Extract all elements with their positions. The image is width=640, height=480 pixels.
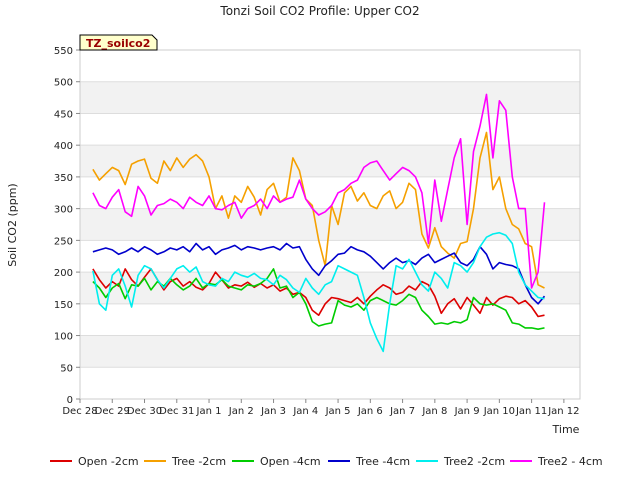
y-tick-label: 450 [54,109,73,120]
grid-band [80,81,580,114]
series-line-tree2-4cm [92,93,546,289]
grid-band [80,335,580,368]
y-tick-label: 500 [54,78,73,89]
x-tick-label: Dec 29 [95,406,130,417]
legend-label: Open -2cm [78,455,139,468]
y-axis: 0 50 100 150 200 250 300 350 400 450 500 550 [54,46,80,406]
legend: Open -2cm Tree -2cm Open -4cm Tree -4cm Tree… [50,455,603,468]
x-tick-label: Jan 8 [421,406,447,417]
legend-label: Tree -2cm [171,455,226,468]
y-tick-label: 350 [54,173,73,184]
x-tick-label: Jan 2 [228,406,254,417]
x-axis-label: Time [552,423,580,436]
y-tick-label: 400 [54,141,73,152]
x-tick-label: Jan 3 [260,406,286,417]
legend-label: Open -4cm [260,455,321,468]
x-tick-label: Jan 6 [357,406,383,417]
grid-band [80,145,580,177]
chart-title: Tonzi Soil CO2 Profile: Upper CO2 [219,4,419,18]
x-tick-label: Jan 11 [515,406,547,417]
y-tick-label: 150 [54,300,73,311]
badge: TZ_soilco2 [79,34,158,51]
x-tick-label: Jan 1 [196,406,222,417]
x-tick-label: Dec 30 [127,406,162,417]
legend-label: Tree -4cm [355,455,410,468]
series-line-tree2-2cm [92,231,545,353]
legend-label: Tree2 -2cm [443,455,505,468]
x-tick-label: Jan 7 [389,406,415,417]
x-tick-label: Jan 12 [547,406,579,417]
legend-label: Tree2 - 4cm [537,455,603,468]
series-line-tree-4cm [92,242,546,305]
y-tick-label: 200 [54,268,73,279]
x-tick-label: Jan 5 [325,406,351,417]
y-tick-label: 100 [54,332,73,343]
badge-label: TZ_soilco2 [86,37,150,50]
y-tick-label: 50 [60,363,73,374]
series-line-tree-2cm [92,131,545,289]
y-axis-label: Soil CO2 (ppm) [6,183,19,266]
x-tick-label: Jan 10 [483,406,515,417]
y-tick-label: 300 [54,205,73,216]
y-tick-label: 550 [54,46,73,57]
x-tick-label: Jan 4 [292,406,318,417]
x-tick-label: Jan 9 [454,406,480,417]
x-tick-label: Dec 28 [62,406,97,417]
series-line-open-2cm [92,268,545,318]
y-tick-label: 0 [67,395,73,406]
series-lines [92,93,546,353]
plot-frame [79,49,581,400]
y-tick-label: 250 [54,236,73,247]
x-tick-label: Dec 31 [159,406,194,417]
